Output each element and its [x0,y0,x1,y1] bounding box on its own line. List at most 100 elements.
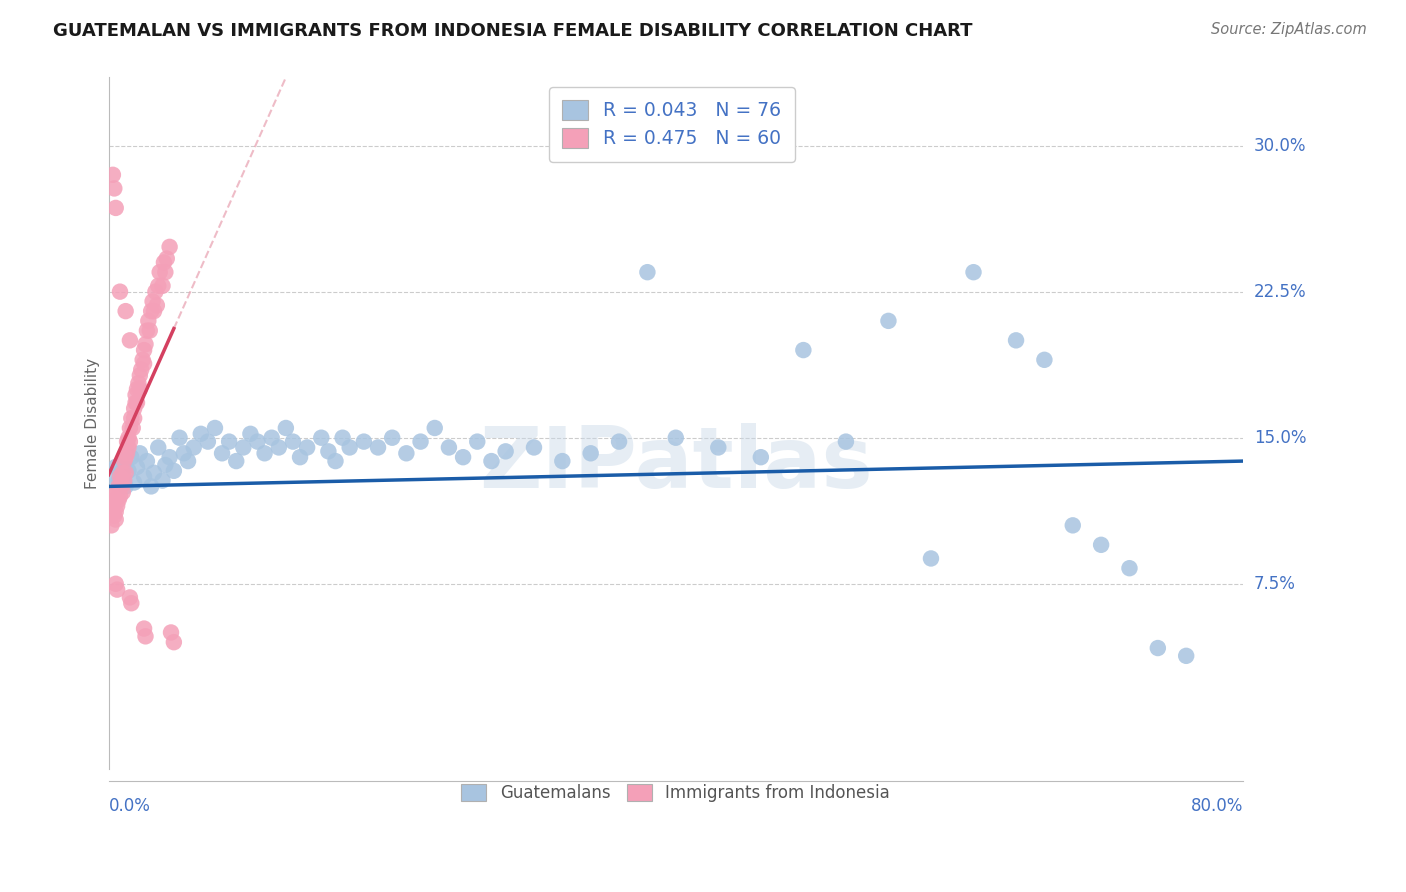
Point [225,454,247,468]
Point [135,324,157,338]
Text: 0.0%: 0.0% [108,797,150,814]
Point [120,450,142,465]
Point [465,434,488,449]
Point [114,450,136,465]
Text: 7.5%: 7.5% [1254,574,1296,593]
Point [607,434,630,449]
Point [148,278,170,293]
Point [114,304,136,318]
Point [211,446,233,460]
Point [110,474,132,488]
Point [232,441,254,455]
Point [101,489,124,503]
Point [124,395,146,409]
Point [197,434,219,449]
Point [111,485,134,500]
Point [962,265,984,279]
Point [104,576,127,591]
Point [665,431,688,445]
Point [118,591,141,605]
Point [146,298,169,312]
Point [204,421,226,435]
Point [118,334,141,348]
Point [132,357,155,371]
Point [111,454,134,468]
Point [1175,648,1198,663]
Point [132,343,155,357]
Point [129,362,152,376]
Text: 30.0%: 30.0% [1254,136,1306,154]
Point [136,314,159,328]
Point [135,454,157,468]
Point [169,431,191,445]
Point [145,285,167,299]
Point [134,629,156,643]
Point [190,426,212,441]
Point [108,466,131,480]
Point [173,446,195,460]
Point [339,441,361,455]
Point [115,434,138,449]
Point [108,469,131,483]
Point [437,441,460,455]
Legend: Guatemalans, Immigrants from Indonesia: Guatemalans, Immigrants from Indonesia [454,777,897,809]
Point [153,255,176,269]
Point [101,469,124,483]
Point [288,450,311,465]
Point [114,466,136,480]
Point [142,294,165,309]
Point [103,181,125,195]
Point [636,265,658,279]
Point [495,444,517,458]
Point [112,454,135,468]
Point [103,508,125,523]
Text: 22.5%: 22.5% [1254,283,1306,301]
Point [104,512,127,526]
Point [395,446,418,460]
Point [104,459,127,474]
Point [451,450,474,465]
Point [311,431,333,445]
Point [105,499,128,513]
Point [920,551,942,566]
Point [260,431,283,445]
Point [132,622,155,636]
Point [177,454,200,468]
Point [148,441,170,455]
Point [122,475,145,490]
Point [125,459,148,474]
Point [707,441,730,455]
Point [112,474,135,488]
Point [1146,641,1168,656]
Point [107,474,129,488]
Point [1118,561,1140,575]
Text: ZIPatlas: ZIPatlas [479,423,873,506]
Point [367,441,389,455]
Point [325,454,347,468]
Point [108,489,131,503]
Point [253,446,276,460]
Point [295,441,318,455]
Point [121,421,143,435]
Point [143,466,166,480]
Point [274,421,297,435]
Point [120,411,142,425]
Point [1090,538,1112,552]
Point [105,582,128,597]
Point [1062,518,1084,533]
Point [128,446,150,460]
Point [143,304,166,318]
Point [141,304,163,318]
Point [103,493,125,508]
Point [159,240,181,254]
Point [122,411,145,425]
Point [481,454,503,468]
Point [749,450,772,465]
Point [139,324,162,338]
Point [1005,334,1028,348]
Point [318,444,340,458]
Point [239,426,262,441]
Point [155,458,177,472]
Point [152,474,174,488]
Point [267,441,290,455]
